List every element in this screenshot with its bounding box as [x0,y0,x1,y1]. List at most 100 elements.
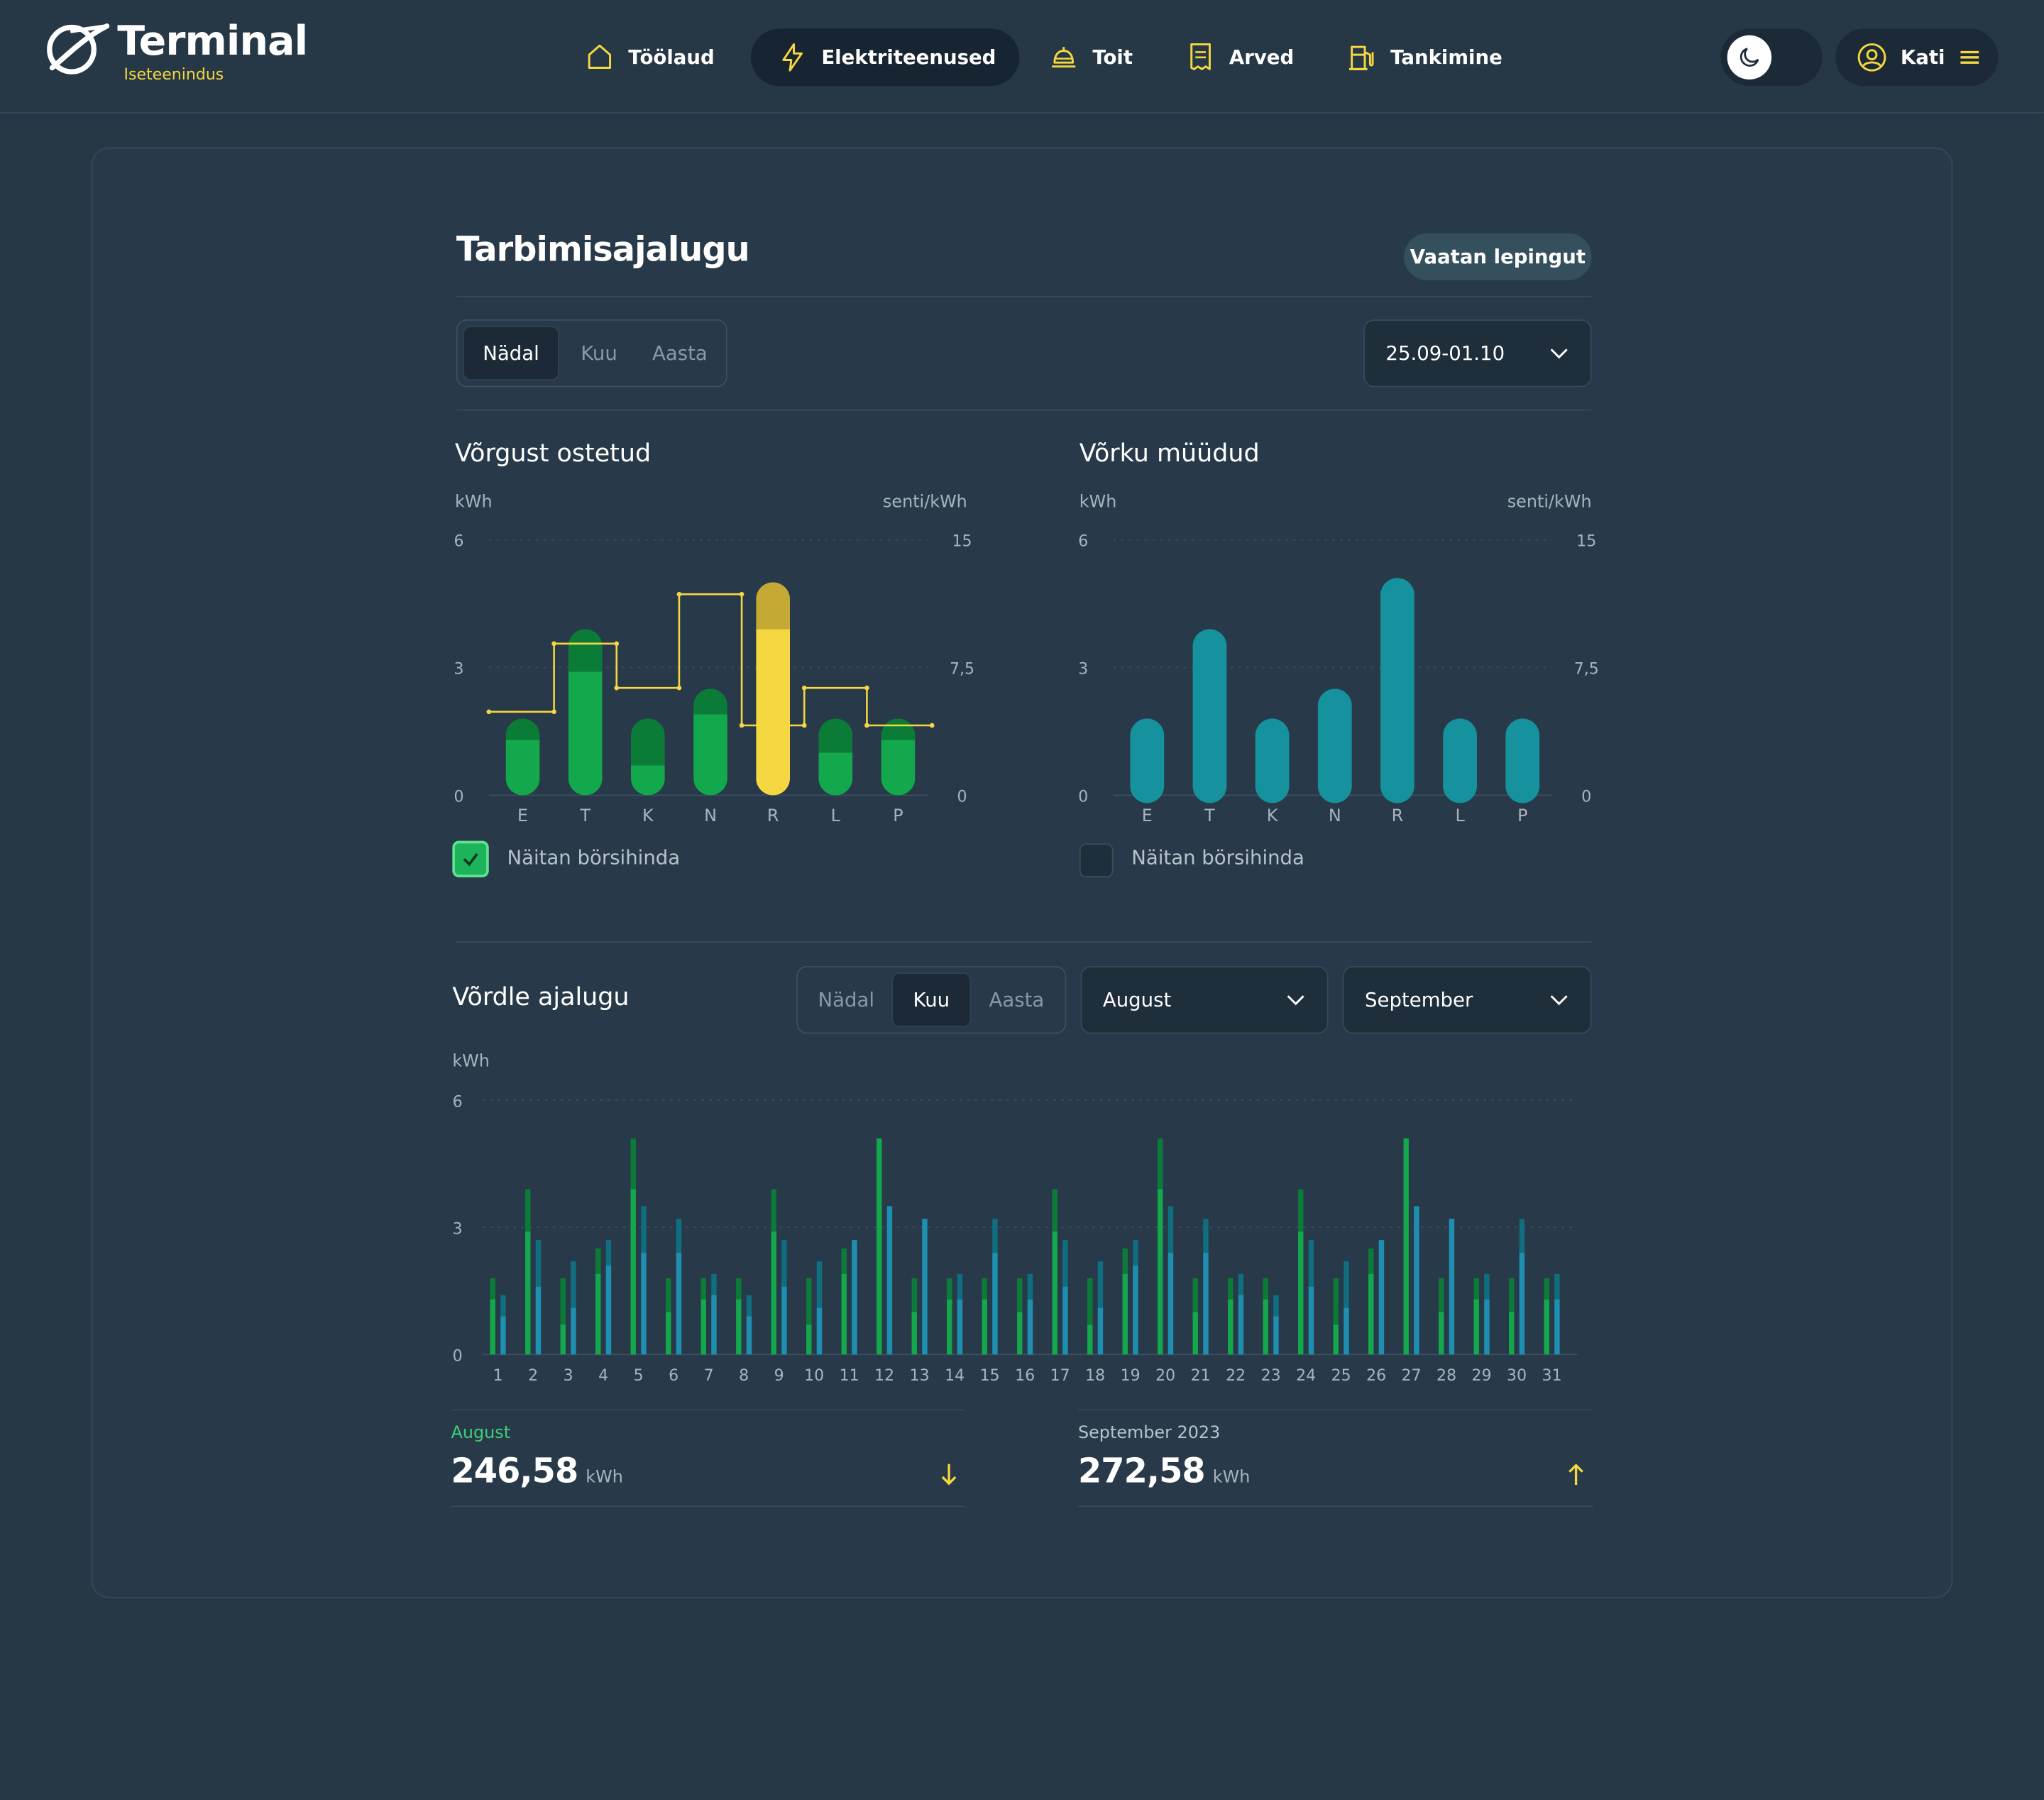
theme-toggle[interactable] [1720,28,1823,87]
price-point [676,591,682,597]
bar-E[interactable] [505,718,540,796]
brand-logo[interactable]: Terminal Iseteenindus [44,18,308,87]
x-tick-label: 26 [1366,1367,1386,1385]
bar-L[interactable] [818,718,853,796]
bar-august-inner [841,1273,847,1355]
bar-august-inner [1368,1273,1374,1355]
price-point [614,641,620,647]
bar-september-inner [535,1286,542,1355]
x-tick-label: 7 [704,1367,714,1385]
bar-N[interactable] [693,688,727,796]
summary-b-unit: kWh [1212,1468,1251,1488]
bar-august-inner [525,1231,531,1355]
summary-a-value: 246,58 kWh [451,1452,622,1491]
x-tick-label: 29 [1472,1367,1492,1385]
x-tick-label: 27 [1402,1367,1422,1385]
x-tick-label: 25 [1331,1367,1351,1385]
divider [1077,1505,1593,1508]
y-tick-label: 0 [454,789,464,806]
x-tick-label: L [831,806,841,825]
bar-august-inner [1158,1189,1163,1355]
x-tick-label: 24 [1296,1367,1316,1385]
x-tick-label: 16 [1015,1367,1035,1385]
x-tick-label: R [767,806,779,825]
bar-top-segment [756,582,791,630]
sold-left-unit: kWh [1079,493,1117,512]
bar-september-inner [500,1316,506,1355]
bar-september-inner [711,1295,717,1355]
sold-chart: 0 0 3 7,5 6 15 E T K N R L P [1078,533,1599,826]
bar-P[interactable] [881,718,916,796]
y2-tick-label: 7,5 [1574,661,1599,679]
x-tick-label: 31 [1542,1367,1562,1385]
bar-august-inner [771,1231,776,1355]
nav-item-tankimine[interactable]: Tankimine [1331,28,1526,86]
bar-T [1192,629,1227,803]
date-range-select[interactable]: 25.09-01.10 [1363,319,1592,388]
bar-august-inner [1052,1231,1057,1355]
nav-label: Toit [1092,45,1133,70]
bar-P [1505,718,1540,803]
compare-tab-nadal[interactable]: Nädal [818,988,875,1012]
bought-right-unit: senti/kWh [882,493,967,512]
arrow-down-icon [941,1464,957,1486]
x-tick-label: 21 [1191,1367,1211,1385]
nav-label: Töölaud [628,45,715,70]
x-tick-label: 8 [739,1367,749,1385]
y2-tick-label: 0 [957,789,967,806]
bar-august-inner [1333,1324,1339,1355]
bar-august-inner [1122,1273,1128,1355]
sold-right-unit: senti/kWh [1507,493,1592,512]
nav-item-toolaud[interactable]: Töölaud [568,28,738,86]
compare-tab-aasta[interactable]: Aasta [989,988,1045,1012]
user-menu-button[interactable]: Kati [1835,28,1999,87]
sold-price-checkbox[interactable] [1079,843,1114,878]
bar-august-inner [1439,1312,1444,1355]
bar-N [1317,688,1352,803]
nav-item-arved[interactable]: Arved [1169,28,1317,86]
view-contract-button[interactable]: Vaatan lepingut [1404,233,1592,280]
x-tick-label: T [1204,806,1215,825]
x-tick-label: 3 [564,1367,573,1385]
bar-R[interactable] [756,582,791,796]
bar-T[interactable] [568,629,603,796]
bar-august-inner [1403,1138,1409,1355]
bar-top-segment [881,718,916,740]
compare-tab-kuu[interactable]: Kuu [891,972,971,1028]
bar-august-inner [666,1312,671,1355]
bar-august-inner [1298,1231,1304,1355]
bought-price-checkbox[interactable] [452,840,489,878]
summary-a-unit: kWh [586,1468,623,1488]
tab-nadal[interactable]: Nädal [463,326,559,381]
y-tick-label: 3 [1078,661,1088,679]
period-tabs: Nädal Kuu Aasta [456,319,727,388]
bar-september-inner [1133,1265,1138,1355]
x-tick-label: N [704,806,717,825]
compare-month-a-select[interactable]: August [1080,965,1329,1034]
bar-august-inner [1087,1324,1093,1355]
user-icon [1857,43,1886,72]
y-tick-label: 6 [453,1093,463,1111]
y2-tick-label: 15 [952,533,972,551]
x-tick-label: 18 [1085,1367,1105,1385]
arrow-up-icon [1568,1464,1583,1486]
compare-month-b-select[interactable]: September [1342,965,1592,1034]
bar-september-inner [922,1219,928,1355]
sold-price-checkbox-label: Näitan börsihinda [1131,846,1304,870]
tab-aasta[interactable]: Aasta [652,341,708,366]
chevron-down-icon [1550,349,1568,359]
bar-E [1130,718,1165,803]
bar-bottom-segment [818,752,853,796]
main-nav: Töölaud Elektriteenused Toit [568,28,1539,87]
bar-august-inner [630,1189,636,1355]
tab-kuu[interactable]: Kuu [581,341,617,366]
chevron-down-icon [1287,995,1304,1006]
nav-item-elektriteenused[interactable]: Elektriteenused [751,28,1020,87]
price-point [551,641,556,647]
bar-K [1255,718,1290,803]
y-tick-label: 3 [454,661,464,679]
bar-september-inner [641,1253,647,1355]
nav-item-toit[interactable]: Toit [1033,28,1156,86]
bar-K[interactable] [630,718,665,796]
